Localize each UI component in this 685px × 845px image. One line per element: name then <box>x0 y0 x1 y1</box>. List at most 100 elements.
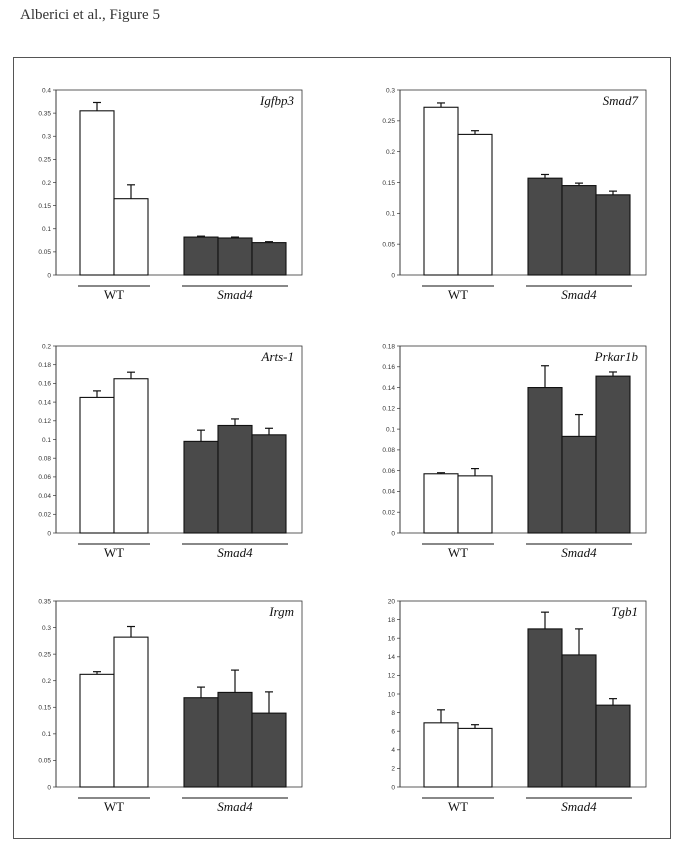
chart-title: Igfbp3 <box>259 93 294 108</box>
chart-title: Prkar1b <box>594 349 639 364</box>
y-tick-label: 0.2 <box>42 343 51 350</box>
bar-smad4-3 <box>251 242 287 276</box>
y-tick-label: 0.08 <box>38 456 51 463</box>
y-tick-label: 0.18 <box>38 362 51 369</box>
bar-smad4-1 <box>527 177 563 276</box>
y-tick-label: 0.16 <box>382 364 395 371</box>
bar-wt-2 <box>113 378 149 534</box>
group-label-smad4: Smad4 <box>561 287 597 302</box>
chart-title: Arts-1 <box>261 349 295 364</box>
y-tick-label: 0.35 <box>38 110 51 117</box>
bar-smad4-2 <box>561 435 597 534</box>
y-tick-label: 0.4 <box>42 87 51 94</box>
bar-smad4-3 <box>595 375 631 534</box>
y-tick-label: 0.16 <box>38 381 51 388</box>
bar-wt-1 <box>79 673 115 788</box>
y-tick-label: 0.06 <box>38 474 51 481</box>
bar-smad4-3 <box>595 704 631 788</box>
y-tick-label: 0.06 <box>382 468 395 475</box>
y-tick-label: 12 <box>388 673 396 680</box>
y-tick-label: 0.18 <box>382 343 395 350</box>
y-tick-label: 2 <box>391 766 395 773</box>
y-tick-label: 0 <box>47 272 51 279</box>
bar-wt-2 <box>457 475 493 534</box>
chart-title: Irgm <box>268 604 294 619</box>
y-tick-label: 0.25 <box>382 118 395 125</box>
y-tick-label: 0.04 <box>382 489 395 496</box>
y-tick-label: 14 <box>388 654 396 661</box>
bar-smad4-3 <box>595 194 631 276</box>
y-tick-label: 0.15 <box>382 180 395 187</box>
bar-smad4-3 <box>251 434 287 534</box>
chart-panel-prkar1b: 0 0.02 0.04 0.06 0.08 0.1 0.12 0.14 0.16 0.18 Prka… <box>382 343 647 560</box>
y-tick-label: 0.02 <box>382 510 395 517</box>
y-tick-label: 0.35 <box>38 598 51 605</box>
y-tick-label: 0 <box>391 272 395 279</box>
y-tick-label: 20 <box>388 598 396 605</box>
y-tick-label: 0.14 <box>38 399 51 406</box>
figure-frame <box>13 57 671 839</box>
bar-wt-2 <box>457 133 493 276</box>
chart-title: Tgb1 <box>611 604 638 619</box>
y-tick-label: 0 <box>391 784 395 791</box>
y-tick-label: 0.1 <box>386 426 395 433</box>
y-tick-label: 6 <box>391 729 395 736</box>
y-tick-label: 0.15 <box>38 705 51 712</box>
bar-smad4-1 <box>183 236 219 276</box>
figure-caption: Alberici et al., Figure 5 <box>20 7 160 23</box>
y-tick-label: 0.12 <box>38 418 51 425</box>
y-tick-label: 0.2 <box>42 678 51 685</box>
bar-wt-2 <box>113 198 149 276</box>
bar-wt-2 <box>457 727 493 788</box>
group-label-wt: WT <box>448 545 468 560</box>
y-tick-label: 0.08 <box>382 447 395 454</box>
group-label-smad4: Smad4 <box>561 799 597 814</box>
y-tick-label: 0.3 <box>42 134 51 141</box>
y-tick-label: 0 <box>391 530 395 537</box>
bar-smad4-1 <box>183 440 219 534</box>
bar-wt-1 <box>79 110 115 276</box>
bar-smad4-1 <box>527 628 563 788</box>
y-tick-label: 0.05 <box>38 758 51 765</box>
y-tick-label: 0.05 <box>382 241 395 248</box>
bar-smad4-2 <box>561 654 597 788</box>
y-tick-label: 0.3 <box>42 625 51 632</box>
bar-smad4-2 <box>561 185 597 276</box>
chart-panel-irgm: 0 0.05 0.1 0.15 0.2 0.25 0.3 0.35 Irgm WT Smad4 <box>38 598 303 814</box>
y-tick-label: 0 <box>47 784 51 791</box>
y-tick-label: 16 <box>388 636 396 643</box>
y-tick-label: 0.25 <box>38 651 51 658</box>
y-tick-label: 0.1 <box>42 437 51 444</box>
group-label-smad4: Smad4 <box>561 545 597 560</box>
group-label-smad4: Smad4 <box>217 799 253 814</box>
bar-wt-1 <box>79 396 115 534</box>
y-tick-label: 0.04 <box>38 493 51 500</box>
chart-title: Smad7 <box>603 93 639 108</box>
bar-wt-1 <box>423 106 459 276</box>
y-tick-label: 0.02 <box>38 512 51 519</box>
y-tick-label: 0.3 <box>386 87 395 94</box>
bar-wt-1 <box>423 473 459 534</box>
bar-smad4-3 <box>251 712 287 788</box>
y-tick-label: 4 <box>391 747 395 754</box>
y-tick-label: 0.1 <box>42 226 51 233</box>
bar-smad4-2 <box>217 424 253 534</box>
y-tick-label: 0.14 <box>382 385 395 392</box>
bar-wt-1 <box>423 722 459 788</box>
y-tick-label: 0.1 <box>386 211 395 218</box>
group-label-smad4: Smad4 <box>217 287 253 302</box>
y-tick-label: 0.1 <box>42 731 51 738</box>
y-tick-label: 0.25 <box>38 157 51 164</box>
y-tick-label: 8 <box>391 710 395 717</box>
bar-smad4-2 <box>217 691 253 788</box>
group-label-smad4: Smad4 <box>217 545 253 560</box>
chart-panel-igfbp3: 0 0.05 0.1 0.15 0.2 0.25 0.3 0.35 0.4 Igfbp3 WT Sma… <box>38 87 303 302</box>
y-tick-label: 10 <box>388 691 396 698</box>
y-tick-label: 18 <box>388 617 396 624</box>
chart-panel-smad7: 0 0.05 0.1 0.15 0.2 0.25 0.3 Smad7 WT Smad4 <box>382 87 647 302</box>
group-label-wt: WT <box>104 799 124 814</box>
group-label-wt: WT <box>448 287 468 302</box>
y-tick-label: 0 <box>47 530 51 537</box>
y-tick-label: 0.12 <box>382 406 395 413</box>
group-label-wt: WT <box>104 545 124 560</box>
